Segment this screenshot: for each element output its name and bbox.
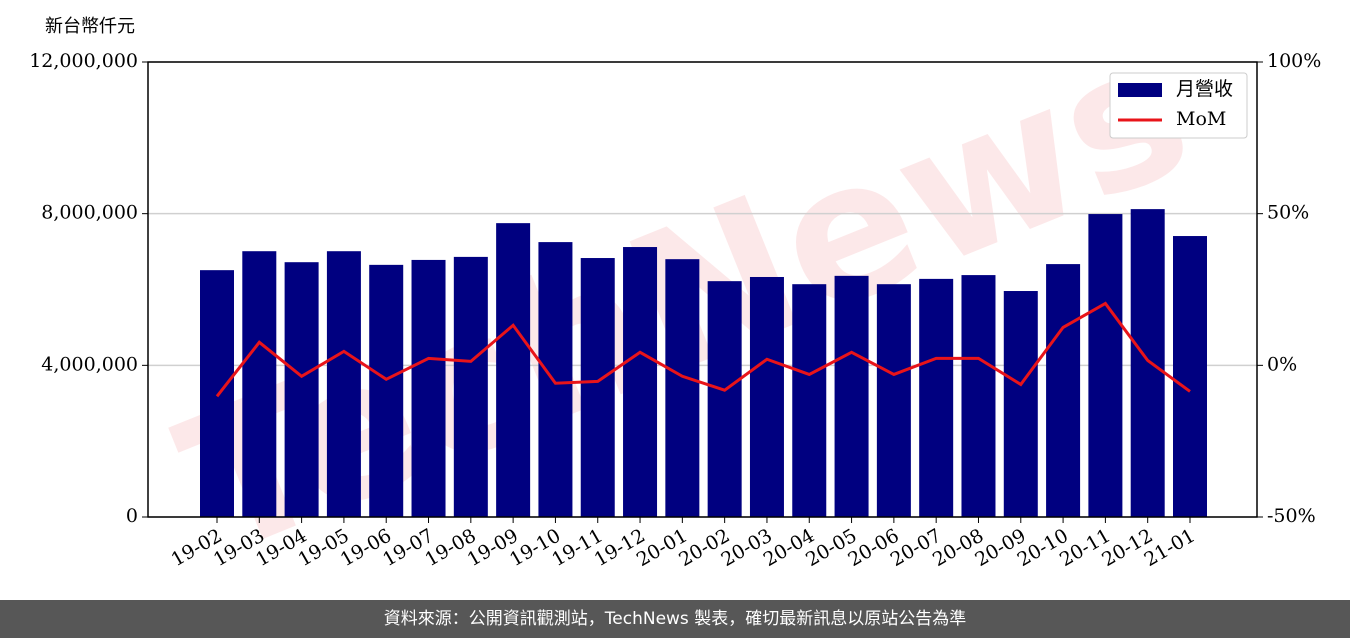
bar — [496, 223, 531, 518]
y-axis-label: 新台幣仟元 — [45, 16, 135, 37]
chart: 新台幣仟元 TechNews 04,000,0008,000,00012,000… — [29, 0, 1321, 598]
bar — [1130, 209, 1165, 517]
legend-label: 月營收 — [1176, 78, 1233, 100]
footer: 資料來源：公開資訊觀測站，TechNews 製表，確切最新訊息以原站公告為準 — [0, 600, 1350, 638]
bar — [665, 259, 700, 517]
y-tick-label: 4,000,000 — [41, 353, 138, 375]
bar — [1046, 264, 1081, 517]
bar — [242, 251, 277, 517]
bar — [284, 262, 319, 517]
bar — [200, 270, 234, 517]
bar — [707, 281, 742, 517]
bar — [919, 278, 954, 517]
y2-tick-label: 100% — [1267, 50, 1321, 72]
y2-tick-label: -50% — [1267, 505, 1316, 527]
legend-swatch — [1118, 83, 1162, 97]
bar — [580, 258, 615, 517]
y2-tick-label: 0% — [1267, 353, 1297, 375]
bar — [1173, 236, 1207, 517]
legend-label: MoM — [1176, 108, 1226, 130]
bar — [1088, 214, 1123, 517]
y-tick-label: 12,000,000 — [29, 50, 138, 72]
bar — [876, 284, 911, 517]
bar — [538, 242, 573, 517]
bar — [792, 284, 827, 517]
bar — [623, 247, 658, 518]
y-tick-label: 0 — [126, 505, 138, 527]
y2-tick-label: 50% — [1267, 202, 1309, 224]
mom-line — [215, 301, 1191, 398]
bar — [369, 264, 404, 517]
plot-frame — [147, 61, 1258, 518]
bar — [961, 275, 996, 517]
bar — [1003, 291, 1038, 517]
bar — [453, 256, 488, 517]
bar — [749, 276, 784, 517]
bar — [411, 259, 446, 517]
bar — [834, 275, 869, 517]
y-tick-label: 8,000,000 — [41, 202, 138, 224]
bar — [326, 251, 361, 517]
